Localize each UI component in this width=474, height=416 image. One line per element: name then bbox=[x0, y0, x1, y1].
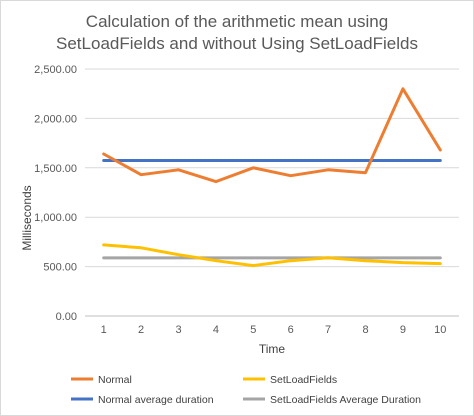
legend-label: Normal bbox=[98, 374, 132, 386]
legend-label: SetLoadFields bbox=[270, 374, 337, 386]
chart-title-line-1: Calculation of the arithmetic mean using bbox=[86, 12, 388, 31]
chart-title-line-2: SetLoadFields and without Using SetLoadF… bbox=[56, 34, 418, 53]
series-lines bbox=[102, 87, 442, 268]
y-tick-label: 1,500.00 bbox=[34, 163, 77, 175]
y-axis-tick-labels: 0.00 500.00 1,000.00 1,500.00 2,000.00 2,500.… bbox=[34, 64, 77, 323]
chart-title: Calculation of the arithmetic mean using… bbox=[56, 12, 418, 53]
legend-label: Normal average duration bbox=[98, 394, 214, 406]
x-axis-label: Time bbox=[259, 342, 286, 356]
series-line-1 bbox=[102, 243, 442, 268]
y-tick-label: 0.00 bbox=[56, 311, 77, 323]
y-tick-label: 1,000.00 bbox=[34, 212, 77, 224]
x-tick-label: 9 bbox=[400, 324, 406, 336]
y-axis-label: Milliseconds bbox=[20, 185, 34, 250]
x-tick-label: 5 bbox=[250, 324, 256, 336]
legend: Normal SetLoadFields Normal average durati… bbox=[71, 374, 421, 406]
x-tick-label: 2 bbox=[138, 324, 144, 336]
gridlines bbox=[85, 68, 459, 268]
x-tick-label: 1 bbox=[101, 324, 107, 336]
x-tick-label: 4 bbox=[213, 324, 219, 336]
x-axis-tick-labels: 1 2 3 4 5 6 7 8 9 10 bbox=[101, 324, 447, 336]
legend-label: SetLoadFields Average Duration bbox=[270, 394, 421, 406]
series-line-0 bbox=[102, 87, 442, 184]
x-tick-label: 6 bbox=[288, 324, 294, 336]
y-tick-label: 500.00 bbox=[43, 262, 77, 274]
x-tick-label: 10 bbox=[434, 324, 446, 336]
y-tick-label: 2,500.00 bbox=[34, 64, 77, 76]
x-tick-label: 8 bbox=[362, 324, 368, 336]
x-tick-label: 3 bbox=[175, 324, 181, 336]
x-tick-label: 7 bbox=[325, 324, 331, 336]
y-tick-label: 2,000.00 bbox=[34, 113, 77, 125]
